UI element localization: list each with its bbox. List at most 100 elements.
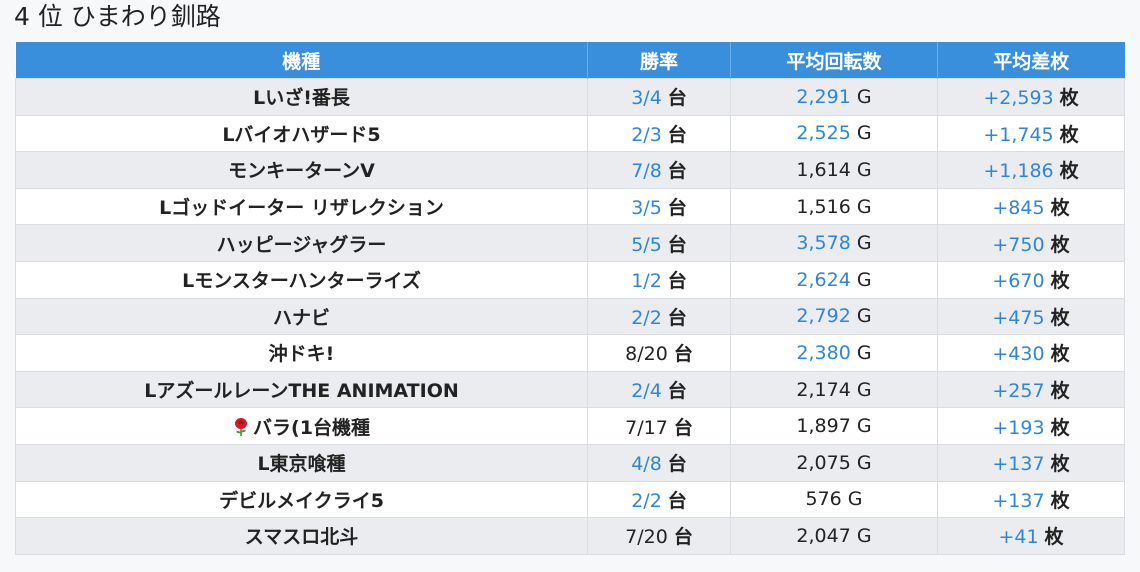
machine-name-cell[interactable]: Lゴッドイーター リザレクション xyxy=(15,187,588,226)
machine-name-cell[interactable]: LアズールレーンTHE ANIMATION xyxy=(15,370,588,409)
machine-name-cell[interactable]: デビルメイクライ5 xyxy=(15,480,588,519)
avg-spins-cell-unit: G xyxy=(847,488,863,511)
machine-name: バラ(1台機種 xyxy=(253,416,370,439)
avg-spins-cell: 2,792 G xyxy=(730,297,938,336)
avg-diff-cell-value: +475 xyxy=(992,306,1045,329)
avg-spins-cell-unit: G xyxy=(856,305,872,328)
avg-spins-cell: 576 G xyxy=(730,480,938,519)
machine-name: モンキーターンV xyxy=(228,160,375,183)
machine-name-cell[interactable]: 沖ドキ! xyxy=(15,334,588,372)
table-row[interactable]: Lゴッドイーター リザレクション 3/5 台 1,516 G +845 枚 xyxy=(15,187,1125,226)
avg-diff-cell-value: +137 xyxy=(992,489,1045,512)
table-row[interactable]: 沖ドキ! 8/20 台 2,380 G +430 枚 xyxy=(15,334,1125,372)
win-rate-cell-value: 5/5 xyxy=(631,233,662,256)
avg-spins-cell-value: 2,174 xyxy=(796,378,851,401)
avg-spins-cell-unit: G xyxy=(856,524,872,547)
avg-diff-cell-value: +430 xyxy=(992,343,1045,366)
table-row[interactable]: デビルメイクライ5 2/2 台 576 G +137 枚 xyxy=(15,480,1125,519)
avg-spins-cell-value: 2,075 xyxy=(796,451,851,474)
avg-spins-cell: 2,174 G xyxy=(730,370,938,409)
avg-spins-cell-unit: G xyxy=(856,268,872,291)
avg-diff-cell: +1,745 枚 xyxy=(937,114,1125,153)
avg-spins-cell-value: 1,614 xyxy=(796,158,851,181)
win-rate-cell-unit: 台 xyxy=(667,197,687,220)
table-row[interactable]: Lモンスターハンターライズ 1/2 台 2,624 G +670 枚 xyxy=(15,260,1125,299)
machine-name: Lゴッドイーター リザレクション xyxy=(159,197,444,220)
table-row[interactable]: Lバイオハザード5 2/3 台 2,525 G +1,745 枚 xyxy=(15,114,1125,153)
avg-diff-cell: +2,593 枚 xyxy=(937,78,1125,116)
win-rate-cell-value: 2/3 xyxy=(631,123,662,146)
machine-name-cell[interactable]: スマスロ北斗 xyxy=(15,517,588,555)
table-row[interactable]: ハッピージャグラー 5/5 台 3,578 G +750 枚 xyxy=(15,224,1125,262)
machine-name-cell[interactable]: L東京喰種 xyxy=(15,443,588,482)
avg-diff-cell-unit: 枚 xyxy=(1050,270,1070,293)
table-row[interactable]: モンキーターンV 7/8 台 1,614 G +1,186 枚 xyxy=(15,151,1125,189)
table-row[interactable]: LアズールレーンTHE ANIMATION 2/4 台 2,174 G +257 枚 xyxy=(15,370,1125,409)
avg-diff-cell-value: +2,593 xyxy=(983,87,1054,110)
avg-diff-cell: +475 枚 xyxy=(937,297,1125,336)
win-rate-cell: 8/20 台 xyxy=(587,334,731,372)
header-machine[interactable]: 機種 xyxy=(15,42,588,79)
table-row[interactable]: L東京喰種 4/8 台 2,075 G +137 枚 xyxy=(15,443,1125,482)
avg-diff-cell-unit: 枚 xyxy=(1050,453,1070,476)
avg-spins-cell-value: 2,792 xyxy=(796,305,851,328)
avg-diff-cell: +750 枚 xyxy=(937,224,1125,262)
machine-name: Lバイオハザード5 xyxy=(222,123,381,146)
avg-spins-cell-unit: G xyxy=(856,415,872,438)
machine-name-cell[interactable]: バラ(1台機種 xyxy=(15,407,588,445)
avg-diff-cell-unit: 枚 xyxy=(1050,306,1070,329)
avg-spins-cell-value: 1,897 xyxy=(796,415,851,438)
table-row[interactable]: バラ(1台機種 7/17 台 1,897 G +193 枚 xyxy=(15,407,1125,445)
ranking-table: 機種 勝率 平均回転数 平均差枚 Lいざ!番長 3/4 台 2,291 G +2,593 枚… xyxy=(15,42,1125,555)
machine-name: 沖ドキ! xyxy=(268,343,335,366)
machine-name: L東京喰種 xyxy=(257,453,346,476)
machine-name-cell[interactable]: Lモンスターハンターライズ xyxy=(15,260,588,299)
machine-name: デビルメイクライ5 xyxy=(219,489,384,512)
machine-name-cell[interactable]: Lバイオハザード5 xyxy=(15,114,588,153)
win-rate-cell: 4/8 台 xyxy=(587,443,731,482)
win-rate-cell-unit: 台 xyxy=(667,489,687,512)
header-win-rate[interactable]: 勝率 xyxy=(587,42,731,79)
avg-diff-cell-value: +41 xyxy=(998,526,1039,549)
avg-diff-cell: +193 枚 xyxy=(937,407,1125,445)
avg-diff-cell: +670 枚 xyxy=(937,260,1125,299)
avg-diff-cell-unit: 枚 xyxy=(1050,489,1070,512)
win-rate-cell-unit: 台 xyxy=(667,160,687,183)
win-rate-cell: 2/2 台 xyxy=(587,297,731,336)
avg-spins-cell: 2,047 G xyxy=(730,517,938,555)
avg-spins-cell-value: 2,047 xyxy=(796,524,851,547)
avg-diff-cell: +137 枚 xyxy=(937,480,1125,519)
win-rate-cell: 2/2 台 xyxy=(587,480,731,519)
avg-spins-cell: 2,075 G xyxy=(730,443,938,482)
avg-diff-cell: +845 枚 xyxy=(937,187,1125,226)
rose-icon xyxy=(233,417,249,437)
avg-diff-cell: +430 枚 xyxy=(937,334,1125,372)
win-rate-cell-unit: 台 xyxy=(667,270,687,293)
machine-name-cell[interactable]: モンキーターンV xyxy=(15,151,588,189)
table-row[interactable]: スマスロ北斗 7/20 台 2,047 G +41 枚 xyxy=(15,517,1125,555)
avg-diff-cell: +137 枚 xyxy=(937,443,1125,482)
avg-spins-cell-value: 576 xyxy=(805,488,842,511)
avg-diff-cell: +1,186 枚 xyxy=(937,151,1125,189)
table-row[interactable]: Lいざ!番長 3/4 台 2,291 G +2,593 枚 xyxy=(15,78,1125,116)
avg-diff-cell-unit: 枚 xyxy=(1059,160,1079,183)
avg-spins-cell-unit: G xyxy=(856,451,872,474)
machine-name-cell[interactable]: ハナビ xyxy=(15,297,588,336)
win-rate-cell-value: 7/20 xyxy=(625,526,668,549)
avg-spins-cell: 2,624 G xyxy=(730,260,938,299)
avg-diff-cell-value: +845 xyxy=(992,197,1045,220)
avg-spins-cell-value: 2,525 xyxy=(796,122,851,145)
win-rate-cell: 5/5 台 xyxy=(587,224,731,262)
avg-diff-cell-value: +257 xyxy=(992,380,1045,403)
win-rate-cell-unit: 台 xyxy=(667,453,687,476)
avg-diff-cell-value: +750 xyxy=(992,233,1045,256)
win-rate-cell: 3/5 台 xyxy=(587,187,731,226)
avg-spins-cell-unit: G xyxy=(856,232,872,255)
avg-spins-cell: 1,516 G xyxy=(730,187,938,226)
machine-name-cell[interactable]: Lいざ!番長 xyxy=(15,78,588,116)
machine-name-cell[interactable]: ハッピージャグラー xyxy=(15,224,588,262)
header-avg-diff[interactable]: 平均差枚 xyxy=(937,42,1125,79)
header-avg-spins[interactable]: 平均回転数 xyxy=(730,42,938,79)
avg-spins-cell: 2,380 G xyxy=(730,334,938,372)
table-row[interactable]: ハナビ 2/2 台 2,792 G +475 枚 xyxy=(15,297,1125,336)
